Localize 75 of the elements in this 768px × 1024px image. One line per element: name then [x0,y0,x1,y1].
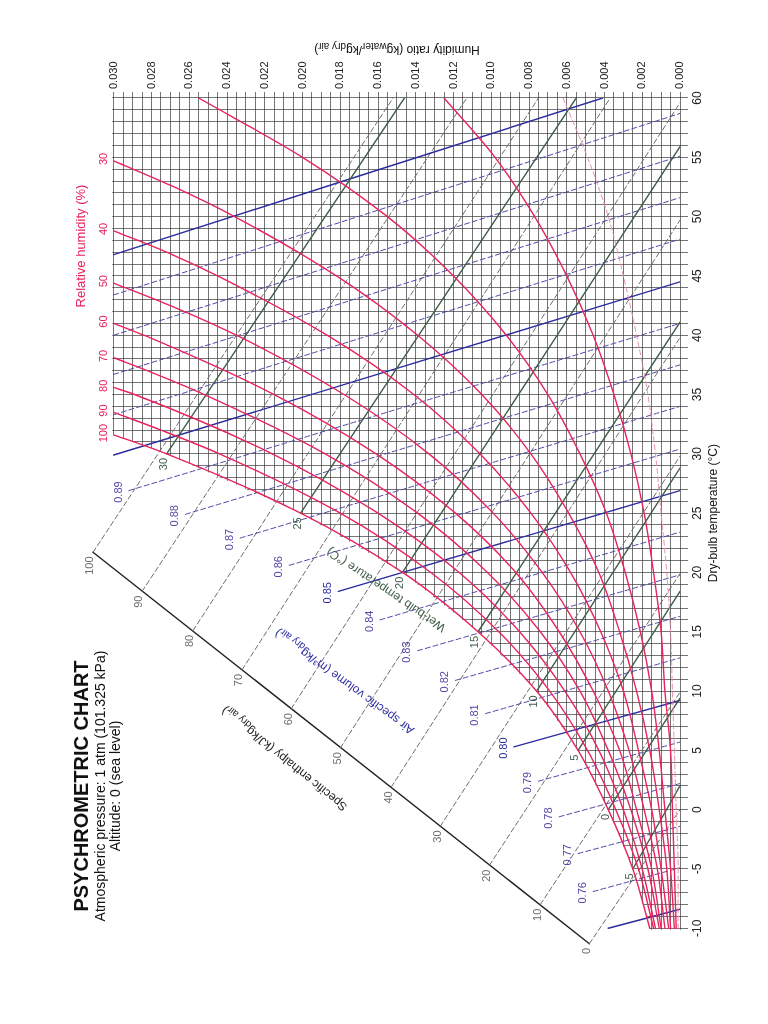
y-axis-title: Dry-bulb temperature (°C) [706,444,720,583]
text: 5 [568,754,581,761]
annotation: Relative humidity (%) [72,184,88,308]
x-tick-label: 0.020 [295,61,308,89]
x-tick-label: 0.006 [559,61,572,89]
y-tick-label: 60 [689,91,704,105]
x-tick-label: 0.010 [484,61,497,89]
y-tick-label: 20 [689,565,704,580]
text: 0.77 [560,844,573,866]
text: 70 [232,673,245,687]
text: 25 [290,517,303,530]
y-tick-label: -10 [689,919,704,937]
y-tick-label: 55 [689,150,704,164]
text: 100 [96,423,109,443]
text: 30 [156,457,169,471]
x-tick-label: 0.008 [522,61,535,89]
y-tick-label: 0 [689,806,704,814]
text: 0.82 [438,671,451,693]
y-tick-label: 40 [689,328,704,342]
text: 30 [430,830,443,843]
y-tick-label: 10 [689,684,704,698]
text: 80 [183,634,196,648]
text: 0.79 [521,771,534,794]
x-tick-label: 0.018 [333,61,346,89]
text: 20 [479,869,492,882]
y-tick-label: 25 [689,506,704,520]
x-tick-label: 0.024 [220,61,233,89]
text: 0.84 [362,610,375,632]
text: 0.87 [222,528,235,551]
y-tick-label: 5 [689,746,704,754]
x-tick-label: 0.022 [257,61,270,89]
text: 0.85 [321,582,334,604]
text: 10 [530,908,543,921]
text: 0.78 [541,807,554,829]
text: 0.88 [168,505,181,527]
text: -5 [623,873,636,884]
x-tick-label: 0.028 [144,61,157,89]
y-tick-label: 35 [689,387,704,402]
text: 0.86 [272,556,285,578]
text: 30 [96,152,109,166]
text: 40 [381,791,394,804]
text: 100 [83,556,96,575]
x-tick-label: 0.026 [182,61,195,89]
y-tick-label: 45 [689,268,704,283]
y-tick-label: 30 [689,446,704,461]
text: 0.83 [400,641,413,663]
text: 80 [96,379,109,392]
text: 0.81 [468,704,481,726]
text: 0.76 [575,882,588,904]
y-tick-label: -5 [689,863,704,875]
text: 0.89 [111,481,124,503]
text: 90 [132,595,145,608]
text: 0 [579,947,592,954]
x-tick-label: 0.000 [673,61,686,89]
text: 10 [526,695,539,708]
y-tick-label: 50 [689,209,704,224]
x-tick-label: 0.030 [106,61,119,89]
text: 60 [96,315,109,328]
text: 70 [96,349,109,363]
y-tick-label: 15 [689,624,704,639]
x-tick-label: 0.012 [446,61,459,89]
text: 0 [598,813,611,820]
text: 90 [96,404,109,417]
text: 50 [96,275,109,288]
x-tick-label: 0.016 [371,61,384,89]
x-tick-label: 0.004 [597,61,610,89]
text: 15 [468,635,481,649]
text: 0.80 [496,737,509,759]
text: Atmospheric pressure: 1 atm (101.325 kPa) Altitude: 0 (sea level) [92,650,123,922]
text: 60 [281,713,294,726]
x-tick-label: 0.002 [635,61,648,89]
text: 40 [96,222,109,236]
text: PSYCHROMETRIC CHART [70,660,93,912]
x-tick-label: 0.014 [408,61,421,89]
text: 50 [330,752,343,765]
